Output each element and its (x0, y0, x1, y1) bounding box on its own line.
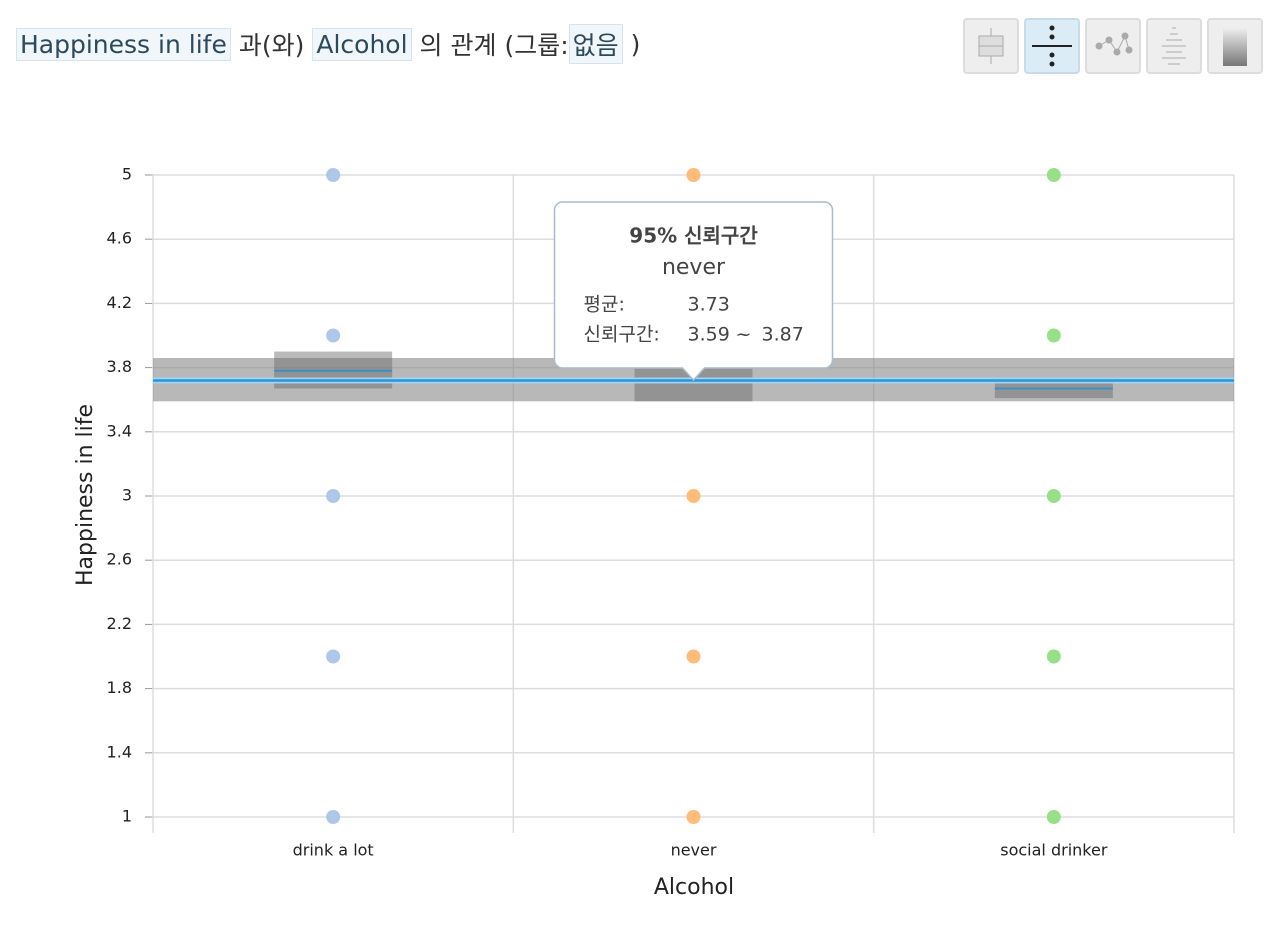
tooltip-ci-high: 3.87 (762, 324, 804, 346)
data-point (1046, 168, 1061, 182)
data-point (326, 328, 341, 343)
connector: 과(와) (238, 31, 305, 60)
data-point (686, 489, 701, 503)
tooltip-ci-low: 3.59 (688, 324, 730, 346)
tooltip-ci-label: 신뢰구간: (584, 324, 660, 346)
y-tick-label: 2.6 (107, 550, 132, 569)
y-tick-label: 4.2 (107, 293, 132, 312)
relation: 의 관계 (그룹: (419, 31, 569, 60)
data-point (326, 489, 341, 503)
y-tick-label: 1.4 (107, 742, 132, 761)
tooltip-mean: 3.73 (688, 294, 730, 316)
y-tick-label: 1.8 (107, 678, 132, 697)
data-point (686, 649, 701, 664)
boxplot-button[interactable] (963, 18, 1019, 74)
data-point (326, 649, 341, 664)
data-point (326, 168, 341, 182)
y-variable[interactable]: Happiness in life (16, 27, 231, 61)
x-tick-label: never (671, 841, 717, 860)
tooltip-title: 95% 신뢰구간 (629, 224, 758, 248)
tooltip-separator: ~ (736, 324, 752, 346)
tooltip: 95% 신뢰구간 never 평균: 3.73 신뢰구간: 3.59 ~3.87 (553, 201, 834, 382)
data-point (1046, 489, 1061, 503)
data-point (1046, 810, 1061, 824)
y-tick-label: 3.8 (107, 357, 132, 376)
y-tick-label: 2.2 (107, 614, 132, 633)
group[interactable]: 없음 (568, 24, 623, 64)
data-point (686, 168, 701, 182)
x-variable[interactable]: Alcohol (312, 27, 412, 61)
x-tick-label: drink a lot (293, 841, 374, 860)
y-tick-label: 5 (122, 165, 132, 184)
y-tick-label: 1 (122, 807, 132, 826)
gradient-button[interactable] (1207, 18, 1263, 74)
header: Happiness in life 과(와) Alcohol 의 관계 (그룹:… (16, 24, 640, 64)
close: ) (630, 29, 641, 59)
data-point (326, 810, 341, 824)
y-tick-label: 3.4 (107, 421, 132, 440)
x-axis-label: Alcohol (654, 875, 734, 900)
data-point (1046, 328, 1061, 343)
tooltip-category: never (662, 255, 726, 280)
tooltip-mean-label: 평균: (584, 294, 625, 316)
tooltip-box (553, 201, 834, 382)
y-axis-label: Happiness in life (73, 404, 98, 586)
toolbar (963, 18, 1263, 74)
y-tick-label: 4.6 (107, 229, 132, 248)
histogram-button[interactable] (1146, 18, 1202, 74)
x-tick-label: social drinker (1000, 841, 1108, 860)
strip-button[interactable] (1024, 18, 1080, 74)
scatter-button[interactable] (1085, 18, 1141, 74)
data-point (686, 810, 701, 824)
y-tick-label: 3 (122, 486, 132, 505)
data-point (1046, 649, 1061, 664)
